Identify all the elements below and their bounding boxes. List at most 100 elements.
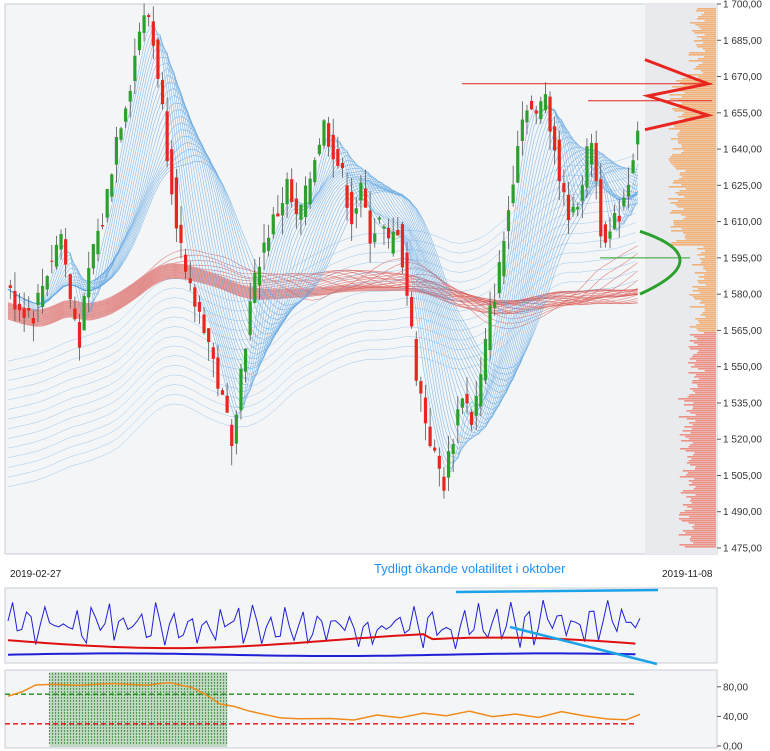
zone-dot	[96, 703, 99, 705]
zone-dot	[135, 682, 138, 684]
zone-dot	[51, 673, 54, 675]
profile-bar	[684, 400, 716, 402]
zone-dot	[48, 691, 51, 693]
zone-dot	[117, 718, 120, 720]
zone-dot	[72, 673, 75, 675]
zone-dot	[54, 727, 57, 729]
zone-dot	[150, 715, 153, 717]
zone-dot	[147, 718, 150, 720]
zone-dot	[174, 703, 177, 705]
zone-dot	[198, 676, 201, 678]
profile-bar	[700, 70, 716, 72]
zone-dot	[120, 739, 123, 741]
zone-dot	[99, 733, 102, 735]
zone-dot	[156, 721, 159, 723]
ma-line-fan	[7, 261, 636, 468]
zone-dot	[105, 721, 108, 723]
zone-dot	[144, 703, 147, 705]
profile-bar	[693, 342, 716, 344]
zone-dot	[135, 679, 138, 681]
profile-bar	[704, 20, 716, 22]
zone-dot	[93, 736, 96, 738]
zone-dot	[168, 688, 171, 690]
zone-dot	[210, 679, 213, 681]
candle-up	[622, 197, 626, 207]
zone-dot	[141, 736, 144, 738]
zone-dot	[132, 715, 135, 717]
candle-down	[156, 39, 160, 79]
profile-bar	[673, 222, 716, 224]
candle-up	[243, 348, 248, 372]
zone-dot	[99, 730, 102, 732]
profile-bar	[690, 464, 716, 466]
zone-dot	[48, 685, 51, 687]
zone-dot	[102, 712, 105, 714]
zone-dot	[186, 703, 189, 705]
zone-dot	[138, 688, 141, 690]
price-tick-label: 1 640,00	[723, 145, 762, 156]
zone-dot	[66, 700, 69, 702]
zone-dot	[213, 676, 216, 678]
zone-dot	[162, 709, 165, 711]
zone-dot	[60, 712, 63, 714]
zone-dot	[69, 736, 72, 738]
zone-dot	[51, 679, 54, 681]
zone-dot	[195, 673, 198, 675]
zone-dot	[216, 688, 219, 690]
price-tick-label: 1 610,00	[723, 217, 762, 228]
zone-dot	[180, 682, 183, 684]
zone-dot	[69, 703, 72, 705]
profile-bar	[686, 418, 716, 420]
zone-dot	[111, 709, 114, 711]
zone-dot	[87, 700, 90, 702]
ma-line-short	[7, 115, 638, 410]
zone-dot	[75, 706, 78, 708]
zone-dot	[93, 700, 96, 702]
zone-dot	[189, 712, 192, 714]
zone-dot	[75, 724, 78, 726]
profile-bar	[684, 118, 716, 120]
zone-dot	[51, 715, 54, 717]
zone-dot	[138, 691, 141, 693]
candle-down	[147, 15, 151, 18]
zone-dot	[183, 697, 186, 699]
zone-dot	[225, 682, 228, 684]
ma-line-short	[7, 67, 638, 437]
profile-bar	[688, 460, 716, 462]
zone-dot	[150, 712, 153, 714]
zone-dot	[159, 739, 162, 741]
zone-dot	[219, 685, 222, 687]
zone-dot	[189, 691, 192, 693]
zone-dot	[54, 718, 57, 720]
zone-dot	[57, 715, 60, 717]
zone-dot	[129, 736, 132, 738]
price-tick-label: 1 520,00	[723, 435, 762, 446]
profile-bar	[668, 186, 716, 188]
zone-dot	[174, 676, 177, 678]
zone-dot	[159, 712, 162, 714]
zone-dot	[93, 697, 96, 699]
zone-dot	[108, 721, 111, 723]
zone-dot	[99, 697, 102, 699]
zone-dot	[114, 724, 117, 726]
candle-up	[40, 285, 45, 307]
zone-dot	[162, 691, 165, 693]
profile-bar	[689, 334, 716, 336]
zone-dot	[93, 718, 96, 720]
zone-dot	[204, 739, 207, 741]
zone-dot	[210, 709, 213, 711]
zone-dot	[147, 733, 150, 735]
zone-dot	[207, 673, 210, 675]
candle-up	[571, 206, 575, 213]
zone-dot	[219, 688, 222, 690]
zone-dot	[111, 721, 114, 723]
zone-dot	[84, 697, 87, 699]
profile-bar	[678, 416, 716, 418]
zone-dot	[117, 715, 120, 717]
zone-dot	[174, 742, 177, 744]
profile-bar	[696, 18, 716, 20]
zone-dot	[219, 736, 222, 738]
zone-dot	[51, 742, 54, 744]
zone-dot	[51, 676, 54, 678]
